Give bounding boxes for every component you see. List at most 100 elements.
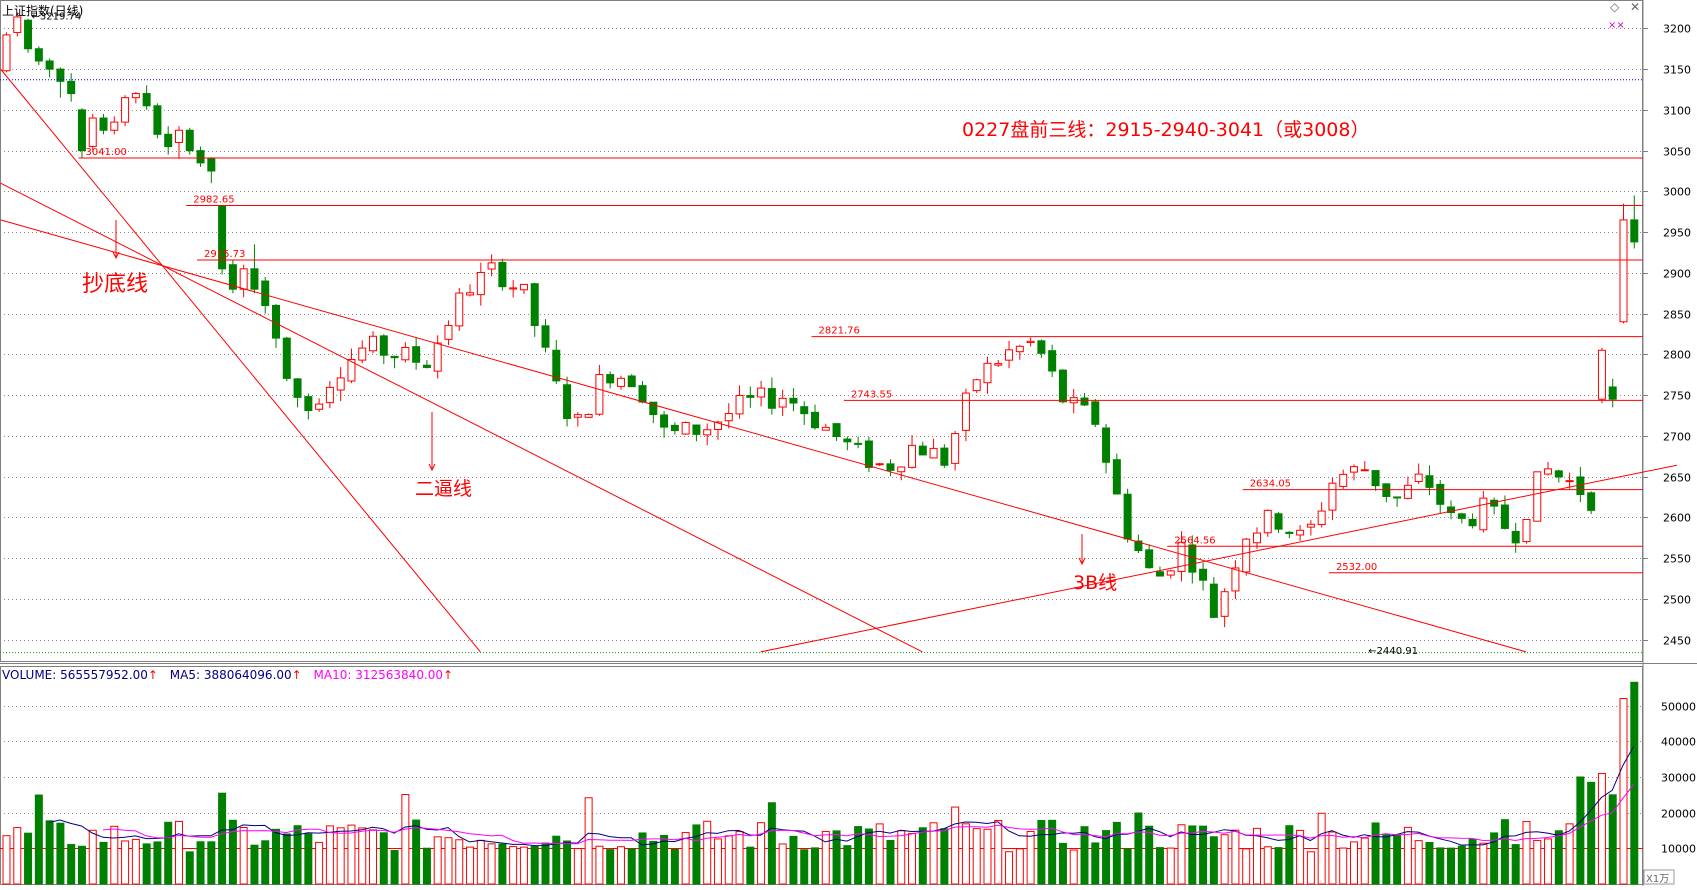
volume-indicator-text: VOLUME: 565557952.00: [2, 668, 148, 682]
candle-down: [1608, 386, 1617, 400]
volume-bar-down: [1393, 834, 1402, 885]
candle-down: [390, 355, 399, 359]
candle-up: [401, 347, 410, 361]
volume-bar-up: [1533, 839, 1542, 885]
price-tick-label: 2850: [1663, 309, 1691, 322]
price-labels: ←3219.74 3041.00 2982.65 2915.73 2821.76 2743…: [32, 11, 1418, 657]
volume-tick-label: 10000: [1661, 843, 1696, 856]
candle-up: [433, 342, 442, 372]
horizontal-levels: [0, 79, 1643, 654]
volume-bar-up: [595, 845, 604, 885]
volume-bar-up: [1522, 821, 1531, 885]
candle-up: [875, 463, 884, 466]
volume-bar-up: [433, 836, 442, 885]
candle-up: [573, 414, 582, 418]
candle-down: [692, 424, 701, 435]
candle-down: [24, 19, 33, 50]
volume-bar-up: [616, 846, 625, 885]
volume-bar-down: [390, 850, 399, 885]
volume-bar-down: [638, 832, 647, 885]
candle-down: [498, 261, 507, 288]
close-icon[interactable]: ✕: [1630, 0, 1641, 14]
candle-down: [1199, 568, 1208, 581]
price-tick-label: 2700: [1663, 431, 1691, 444]
ma5-line: [48, 746, 1635, 847]
volume-bar-down: [99, 841, 108, 885]
price-label: ←2440.91: [1368, 646, 1418, 657]
candle-up: [951, 433, 960, 464]
volume-bar-up: [476, 839, 485, 885]
volume-bar-down: [563, 840, 572, 885]
volume-bar-down: [34, 794, 43, 885]
volume-bar-up: [757, 822, 766, 885]
volume-bar-down: [606, 849, 615, 885]
candle-up: [1005, 349, 1014, 361]
candle-down: [1630, 219, 1639, 243]
candle-up: [616, 377, 625, 387]
volume-bar-up: [1306, 851, 1315, 885]
candle-up: [757, 387, 766, 398]
candle-down: [1209, 583, 1218, 618]
price-tick-label: 3050: [1663, 146, 1691, 159]
candle-down: [606, 374, 615, 384]
candle-up: [455, 292, 464, 327]
volume-bar-up: [347, 824, 356, 885]
volume-bar-down: [660, 835, 669, 885]
volume-bar-up: [466, 846, 475, 885]
volume-bar-up: [369, 829, 378, 885]
volume-bar-up: [983, 828, 992, 885]
volume-bar-down: [1080, 826, 1089, 885]
volume-bar-down: [293, 825, 302, 885]
volume-bar-down: [649, 840, 658, 885]
volume-tick-label: 20000: [1661, 808, 1696, 821]
candle-up: [174, 129, 183, 143]
volume-bar-up: [1252, 827, 1261, 885]
volume-bar-up: [509, 846, 518, 885]
volume-bar-up: [174, 820, 183, 885]
label-3b-line: 3B线: [1073, 572, 1118, 594]
volume-bar-up: [1350, 841, 1358, 885]
volume-bar-down: [1285, 825, 1294, 885]
candle-up: [466, 292, 475, 296]
volume-bar-down: [1155, 847, 1164, 885]
candle-down: [1058, 369, 1067, 403]
volume-tick-label: 50000: [1661, 701, 1696, 714]
volume-bar-down: [1274, 847, 1283, 885]
volume-unit-label: X1万: [1646, 874, 1669, 885]
candle-down: [1554, 470, 1563, 478]
price-tick-label: 2650: [1663, 472, 1691, 485]
candle-up: [444, 324, 453, 340]
volume-bar-up: [1015, 848, 1024, 885]
candle-up: [1350, 466, 1358, 473]
volume-bar-up: [1263, 846, 1272, 885]
label-second-force-line: 二逼线: [415, 478, 473, 500]
trend-lines: [0, 68, 1677, 653]
volume-bar-up: [713, 838, 722, 885]
volume-bar-up: [131, 838, 140, 885]
diamond-icon[interactable]: ◇: [1610, 0, 1620, 14]
price-tick-label: 3150: [1663, 64, 1691, 77]
volume-bar-up: [1414, 840, 1423, 885]
volume-bar-up: [444, 837, 453, 885]
volume-bar-up: [994, 819, 1003, 885]
candle-up: [983, 362, 992, 384]
price-label: 2532.00: [1336, 562, 1377, 573]
volume-bar-down: [185, 851, 194, 885]
candle-down: [164, 133, 173, 148]
candle-up: [584, 413, 593, 418]
price-tick-label: 2500: [1663, 594, 1691, 607]
candle-up: [994, 363, 1003, 366]
candle-down: [1285, 531, 1294, 534]
volume-bar-down: [1145, 825, 1154, 885]
candle-down: [261, 280, 270, 306]
volume-bar-down: [1123, 848, 1132, 885]
volume-bar-down: [854, 826, 863, 885]
trend-line: [760, 464, 1677, 653]
volume-bar-up: [929, 822, 938, 885]
candle-down: [99, 117, 108, 131]
volume-bar-down: [864, 828, 873, 885]
volume-bar-up: [519, 846, 528, 885]
candle-up: [336, 377, 345, 391]
volume-bar-down: [228, 819, 237, 885]
